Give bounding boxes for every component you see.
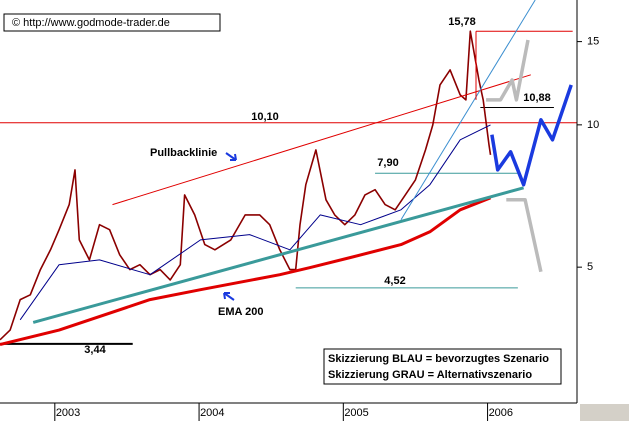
series-line [0,196,492,346]
arrow [225,152,237,161]
y-tick-label: 5 [587,261,593,273]
series-line [32,186,524,324]
level-label: 7,90 [377,157,398,169]
plot-area [0,0,577,346]
note: Skizzierung GRAU = Alternativszenario [328,369,532,381]
level-label: 10,10 [251,111,279,123]
corner-box [580,404,629,421]
annotation: Pullbacklinie [150,147,217,159]
arrow [223,292,235,301]
x-tick-label: 2003 [56,407,80,419]
note-box [323,348,562,385]
source: © http://www.godmode-trader.de [12,17,170,29]
series-line [112,74,531,206]
level-label: 15,78 [448,16,476,28]
level-label: 3,44 [84,344,106,356]
source-box [3,13,221,32]
level-label: 10,88 [523,92,551,104]
series-line [19,124,491,321]
note: Skizzierung BLAU = bevorzugtes Szenario [328,353,549,365]
x-tick-label: 2005 [344,407,368,419]
series-line [506,198,543,273]
series-line [486,39,530,102]
series-line [400,0,536,220]
series-line [490,84,573,187]
y-tick-label: 15 [587,36,599,48]
annotation: EMA 200 [218,306,263,318]
y-tick-label: 10 [587,119,599,131]
level-label: 4,52 [384,275,405,287]
x-tick-label: 2004 [200,407,224,419]
x-tick-label: 2006 [489,407,513,419]
series-line [0,30,492,341]
